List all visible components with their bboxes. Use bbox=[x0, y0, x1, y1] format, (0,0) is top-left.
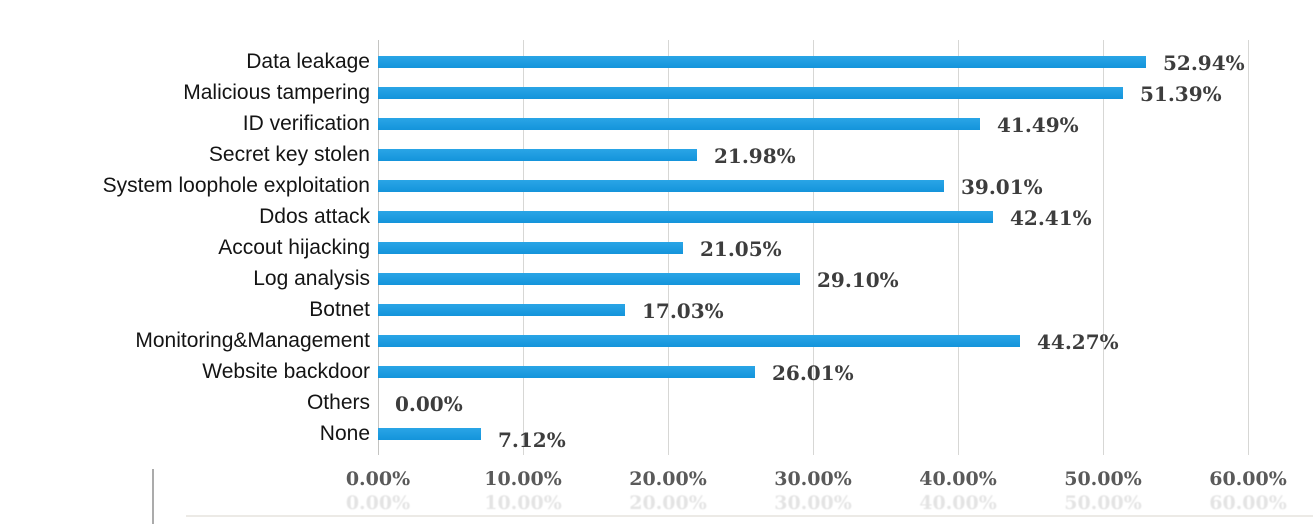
bottom-border-artifact-line bbox=[186, 515, 1313, 517]
value-label: 26.01% bbox=[772, 361, 854, 385]
value-label: 0.00% bbox=[395, 392, 463, 416]
bar-botnet bbox=[378, 304, 625, 316]
category-label: Malicious tampering bbox=[183, 81, 370, 104]
x-tick-label: 30.00% bbox=[774, 468, 852, 490]
gridline bbox=[1248, 40, 1249, 455]
value-label: 21.05% bbox=[700, 237, 782, 261]
x-tick-label: 0.00% bbox=[345, 468, 411, 490]
value-label: 44.27% bbox=[1037, 330, 1119, 354]
value-label: 29.10% bbox=[817, 268, 899, 292]
x-tick-label-ghost: 20.00% bbox=[629, 492, 707, 514]
x-tick-label-ghost: 10.00% bbox=[484, 492, 562, 514]
gridline bbox=[813, 40, 814, 455]
bar-log-analysis bbox=[378, 273, 800, 285]
x-tick-label-ghost: 40.00% bbox=[919, 492, 997, 514]
category-label: Monitoring&Management bbox=[135, 329, 370, 352]
value-label: 51.39% bbox=[1140, 82, 1222, 106]
category-label: Data leakage bbox=[246, 50, 370, 73]
category-label: ID verification bbox=[242, 112, 370, 135]
x-tick-label: 50.00% bbox=[1064, 468, 1142, 490]
category-label: Accout hijacking bbox=[218, 236, 370, 259]
bar-website-backdoor bbox=[378, 366, 755, 378]
gridline bbox=[958, 40, 959, 455]
bar-accout-hijacking bbox=[378, 242, 683, 254]
x-tick-label-ghost: 0.00% bbox=[345, 492, 411, 514]
category-label: Secret key stolen bbox=[208, 143, 370, 166]
x-tick-label: 60.00% bbox=[1209, 468, 1287, 490]
value-label: 17.03% bbox=[642, 299, 724, 323]
category-label: Botnet bbox=[309, 298, 370, 321]
category-label: System loophole exploitation bbox=[102, 174, 370, 197]
bar-id-verification bbox=[378, 118, 980, 130]
gridline bbox=[1103, 40, 1104, 455]
bar-malicious-tampering bbox=[378, 87, 1123, 99]
x-tick-label: 20.00% bbox=[629, 468, 707, 490]
bar-data-leakage bbox=[378, 56, 1146, 68]
bar-ddos-attack bbox=[378, 211, 993, 223]
bar-monitoring-management bbox=[378, 335, 1020, 347]
value-label: 7.12% bbox=[498, 428, 566, 452]
value-label: 41.49% bbox=[997, 113, 1079, 137]
category-label: Ddos attack bbox=[259, 205, 370, 228]
value-label: 21.98% bbox=[714, 144, 796, 168]
bar-none bbox=[378, 428, 481, 440]
value-label: 39.01% bbox=[961, 175, 1043, 199]
x-tick-label-ghost: 50.00% bbox=[1064, 492, 1142, 514]
page-edge-artifact-line bbox=[152, 469, 154, 524]
x-tick-label-ghost: 60.00% bbox=[1209, 492, 1287, 514]
bar-system-loophole-exploitation bbox=[378, 180, 944, 192]
category-label: Others bbox=[306, 391, 370, 414]
value-label: 52.94% bbox=[1163, 51, 1245, 75]
x-tick-label-ghost: 30.00% bbox=[774, 492, 852, 514]
category-label: None bbox=[319, 422, 370, 445]
category-label: Log analysis bbox=[253, 267, 370, 290]
value-label: 42.41% bbox=[1010, 206, 1092, 230]
category-label: Website backdoor bbox=[202, 360, 370, 383]
bar-secret-key-stolen bbox=[378, 149, 697, 161]
x-tick-label: 40.00% bbox=[919, 468, 997, 490]
x-tick-label: 10.00% bbox=[484, 468, 562, 490]
